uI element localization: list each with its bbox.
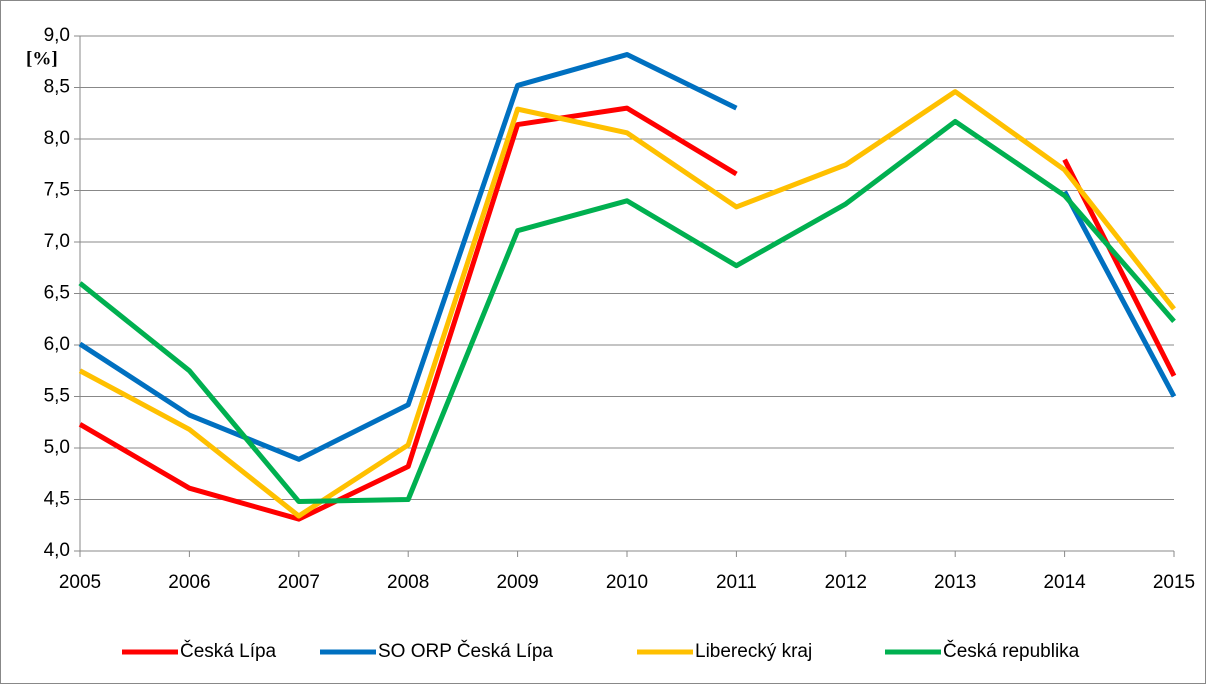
x-tick-label: 2010 — [606, 572, 648, 593]
x-tick-label: 2005 — [59, 572, 101, 593]
x-tick-label: 2011 — [716, 572, 757, 593]
x-tick-label: 2009 — [496, 572, 538, 593]
y-tick-label: 8,0 — [44, 128, 70, 149]
legend-label: SO ORP Česká Lípa — [378, 640, 553, 662]
y-tick-label: 4,5 — [44, 489, 70, 510]
y-tick-label: 9,0 — [44, 25, 70, 46]
x-tick-label: 2006 — [168, 572, 210, 593]
y-axis-label: [%] — [26, 48, 58, 69]
y-tick-label: 7,0 — [44, 231, 70, 252]
x-tick-label: 2007 — [278, 572, 320, 593]
y-tick-label: 8,5 — [44, 77, 70, 98]
x-tick-label: 2014 — [1043, 572, 1086, 593]
y-tick-label: 5,5 — [44, 386, 70, 407]
x-tick-label: 2008 — [387, 572, 429, 593]
y-tick-label: 7,5 — [44, 180, 70, 201]
x-tick-label: 2013 — [934, 572, 976, 593]
y-tick-label: 5,0 — [44, 437, 70, 458]
x-tick-label: 2015 — [1153, 572, 1195, 593]
y-tick-label: 4,0 — [44, 540, 70, 561]
y-tick-label: 6,0 — [44, 334, 70, 355]
y-tick-label: 6,5 — [44, 283, 70, 304]
legend-label: Česká Lípa — [180, 640, 277, 662]
x-tick-label: 2012 — [825, 572, 867, 593]
series-line — [78, 89, 1176, 519]
series-line — [78, 52, 1177, 462]
legend-label: Liberecký kraj — [695, 641, 812, 662]
legend-label: Česká republika — [943, 640, 1080, 662]
series-line — [78, 118, 1176, 505]
